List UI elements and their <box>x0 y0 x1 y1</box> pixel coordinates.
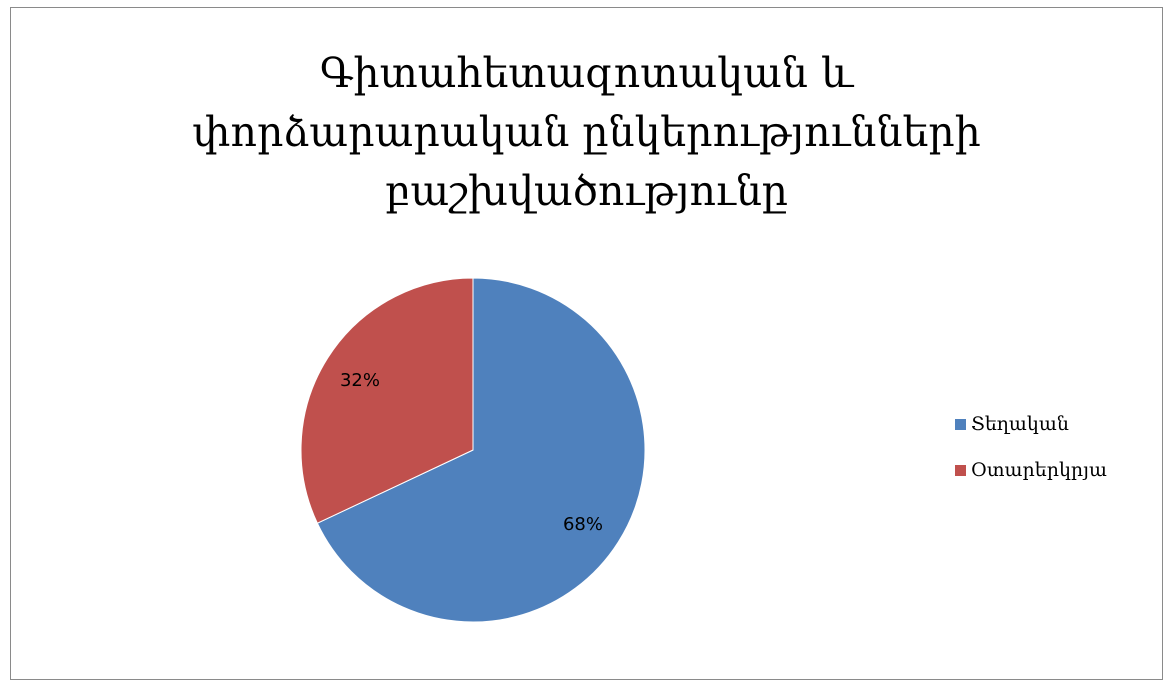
legend-swatch-local <box>955 418 966 430</box>
legend-swatch-foreign <box>955 464 966 476</box>
legend-item-local: Տեղական <box>955 412 1107 436</box>
legend-label-foreign: Օտարերկրյա <box>971 459 1108 481</box>
legend-label-local: Տեղական <box>971 413 1069 435</box>
chart-title-line-1: Գիտահետազոտական և <box>319 49 854 97</box>
legend-item-foreign: Օտարերկրյա <box>955 458 1107 482</box>
pie-slice-1 <box>300 277 474 524</box>
chart-title-line-2: փորձարարական ընկերությունների <box>192 108 981 156</box>
pie-slice-0 <box>316 277 646 623</box>
legend: Տեղական Օտարերկրյա <box>955 412 1107 504</box>
chart-title-line-3: բաշխվածությունը <box>385 167 788 215</box>
data-label-1: 32% <box>340 370 380 391</box>
chart-title: Գիտահետազոտական և փորձարարական ընկերությ… <box>11 44 1162 221</box>
data-label-0: 68% <box>563 514 603 535</box>
